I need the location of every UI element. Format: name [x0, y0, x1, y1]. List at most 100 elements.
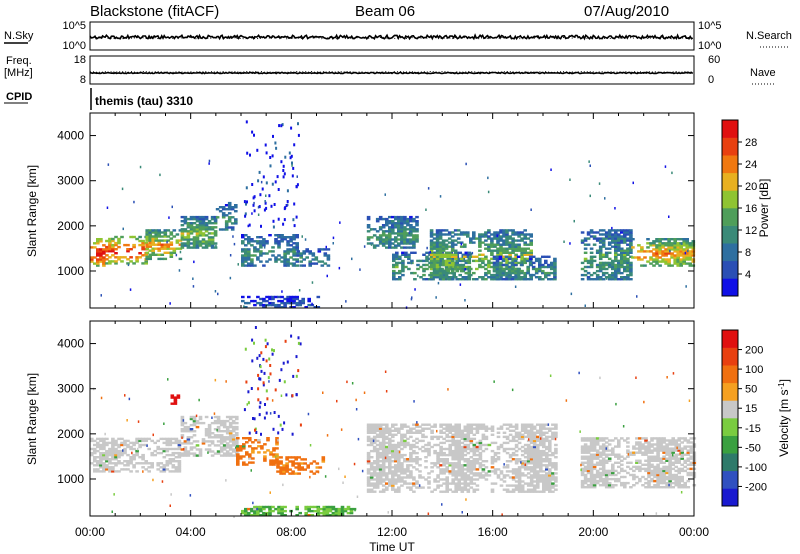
heatmap-cell — [224, 224, 229, 227]
heatmap-cell — [262, 514, 266, 517]
heatmap-cell — [400, 478, 404, 481]
heatmap-cell — [650, 449, 654, 452]
heatmap-cell — [478, 447, 483, 451]
heatmap-cell — [553, 265, 557, 269]
heatmap-cell — [400, 425, 404, 428]
heatmap-cell — [438, 241, 443, 244]
heatmap-cell — [316, 306, 321, 309]
heatmap-cell — [195, 230, 200, 233]
heatmap-cell — [175, 233, 180, 236]
heatmap-cell — [99, 458, 103, 461]
heatmap-cell — [204, 240, 209, 243]
heatmap-cell — [225, 432, 230, 435]
heatmap-cell — [102, 439, 106, 443]
freq-panel: Freq. [MHz] 18 8 60 0 Nave — [4, 54, 776, 86]
heatmap-cell — [154, 243, 158, 246]
heatmap-cell — [105, 437, 109, 441]
heatmap-cell — [280, 511, 284, 515]
heatmap-cell — [378, 453, 383, 457]
heatmap-cell — [542, 478, 546, 481]
heatmap-cell — [464, 276, 469, 279]
heatmap-cell — [198, 242, 203, 245]
heatmap-cell — [313, 505, 318, 509]
heatmap-cell — [580, 467, 585, 471]
heatmap-cell — [659, 475, 663, 479]
heatmap-cell — [394, 423, 398, 426]
heatmap-cell — [372, 425, 377, 428]
heatmap-cell — [617, 269, 621, 273]
heatmap-cell — [114, 235, 118, 239]
heatmap-cell — [108, 243, 112, 247]
heatmap-cell — [542, 476, 546, 479]
heatmap-cell — [650, 459, 654, 462]
heatmap-cell — [241, 234, 245, 237]
heatmap-cell — [412, 439, 416, 443]
heatmap-cell — [114, 260, 118, 263]
scatter-dot — [274, 141, 277, 145]
heatmap-cell — [102, 464, 106, 467]
heatmap-cell — [614, 263, 618, 267]
heatmap-cell — [392, 253, 396, 256]
heatmap-cell — [151, 239, 155, 242]
heatmap-cell — [180, 232, 185, 235]
heatmap-cell — [463, 447, 468, 451]
heatmap-cell — [369, 236, 374, 239]
heatmap-cell — [502, 474, 507, 477]
heatmap-cell — [388, 447, 392, 451]
heatmap-cell — [438, 231, 443, 234]
heatmap-cell — [529, 253, 533, 256]
heatmap-cell — [472, 474, 477, 477]
heatmap-cell — [607, 247, 612, 250]
heatmap-cell — [406, 220, 410, 223]
heatmap-cell — [652, 248, 656, 251]
heatmap-cell — [409, 215, 413, 219]
heatmap-cell — [671, 473, 675, 477]
heatmap-cell — [366, 451, 371, 455]
heatmap-cell — [453, 229, 458, 232]
heatmap-cell — [320, 248, 325, 251]
heatmap-cell — [409, 431, 413, 434]
heatmap-cell — [505, 261, 509, 265]
heatmap-cell — [394, 447, 398, 451]
heatmap-cell — [436, 456, 440, 459]
heatmap-cell — [496, 476, 501, 479]
heatmap-cell — [154, 253, 158, 256]
heatmap-cell — [391, 435, 395, 439]
heatmap-cell — [404, 251, 408, 254]
heatmap-cell — [529, 449, 534, 453]
heatmap-cell — [381, 484, 386, 487]
heatmap-cell — [536, 456, 540, 459]
heatmap-cell — [304, 505, 308, 509]
heatmap-cell — [478, 453, 483, 457]
heatmap-cell — [177, 439, 182, 443]
heatmap-cell — [186, 436, 191, 439]
heatmap-cell — [629, 229, 633, 232]
heatmap-cell — [295, 234, 299, 237]
heatmap-cell — [604, 484, 609, 487]
heatmap-cell — [375, 456, 380, 459]
heatmap-cell — [460, 490, 465, 493]
heatmap-cell — [671, 447, 675, 450]
heatmap-cell — [430, 429, 434, 432]
heatmap-cell — [686, 449, 691, 452]
heatmap-cell — [649, 244, 653, 247]
heatmap-cell — [394, 456, 398, 459]
heatmap-cell — [427, 441, 431, 445]
heatmap-cell — [102, 256, 106, 259]
heatmap-cell — [641, 437, 645, 440]
heatmap-cell — [262, 238, 266, 241]
heatmap-cell — [409, 220, 413, 223]
heatmap-cell — [496, 458, 501, 461]
heatmap-cell — [406, 240, 410, 243]
heatmap-cell — [495, 273, 500, 277]
heatmap-cell — [475, 278, 479, 281]
heatmap-cell — [685, 240, 689, 243]
heatmap-cell — [517, 474, 522, 477]
heatmap-cell — [394, 215, 398, 219]
heatmap-cell — [198, 454, 203, 457]
heatmap-cell — [679, 260, 683, 263]
heatmap-cell — [688, 258, 693, 261]
heatmap-cell — [441, 241, 446, 244]
heatmap-cell — [620, 459, 624, 462]
heatmap-cell — [400, 215, 404, 219]
